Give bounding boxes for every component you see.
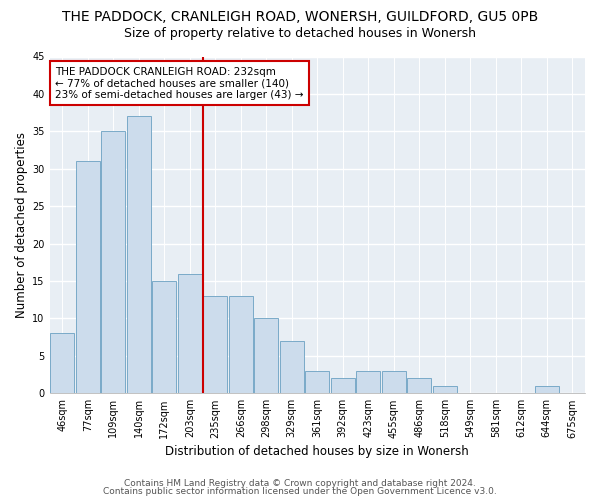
Text: Contains HM Land Registry data © Crown copyright and database right 2024.: Contains HM Land Registry data © Crown c… [124, 478, 476, 488]
Bar [305, 371, 329, 394]
X-axis label: Distribution of detached houses by size in Wonersh: Distribution of detached houses by size … [166, 444, 469, 458]
Bar [50, 334, 74, 394]
Bar [127, 116, 151, 394]
Bar [229, 296, 253, 394]
Bar [535, 386, 559, 394]
Bar [356, 371, 380, 394]
Bar [280, 341, 304, 394]
Bar [254, 318, 278, 394]
Bar [382, 371, 406, 394]
Bar [101, 132, 125, 394]
Text: Contains public sector information licensed under the Open Government Licence v3: Contains public sector information licen… [103, 487, 497, 496]
Text: THE PADDOCK, CRANLEIGH ROAD, WONERSH, GUILDFORD, GU5 0PB: THE PADDOCK, CRANLEIGH ROAD, WONERSH, GU… [62, 10, 538, 24]
Bar [76, 162, 100, 394]
Bar [331, 378, 355, 394]
Text: THE PADDOCK CRANLEIGH ROAD: 232sqm
← 77% of detached houses are smaller (140)
23: THE PADDOCK CRANLEIGH ROAD: 232sqm ← 77%… [55, 66, 304, 100]
Y-axis label: Number of detached properties: Number of detached properties [15, 132, 28, 318]
Bar [152, 281, 176, 394]
Bar [178, 274, 202, 394]
Bar [407, 378, 431, 394]
Bar [203, 296, 227, 394]
Text: Size of property relative to detached houses in Wonersh: Size of property relative to detached ho… [124, 28, 476, 40]
Bar [433, 386, 457, 394]
